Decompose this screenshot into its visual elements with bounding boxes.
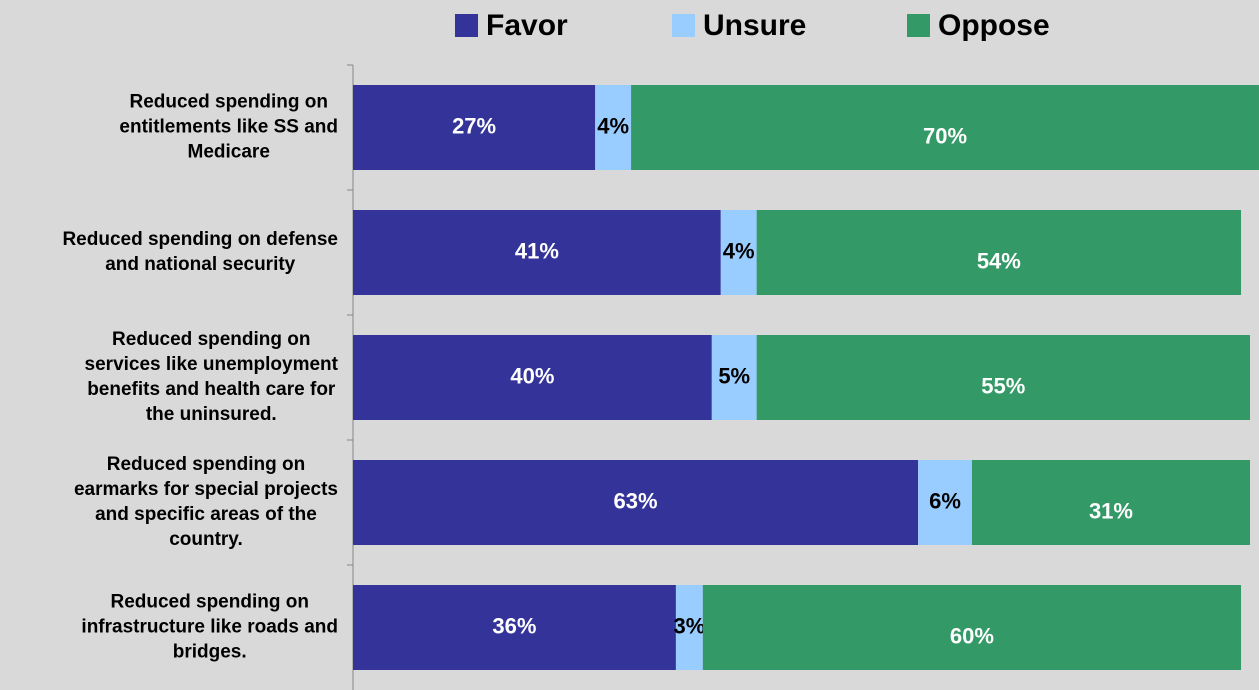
legend-label: Favor (486, 9, 568, 42)
category-label-line: entitlements like SS and (119, 117, 338, 138)
category-label: Reduced spending on infrastructure like r… (81, 592, 338, 663)
legend-swatch (455, 14, 478, 37)
bar-segment (353, 85, 596, 170)
value-label: 6% (929, 488, 961, 513)
category-label-line: and specific areas of the (95, 504, 317, 525)
bar-segment (756, 210, 1242, 295)
category-label-line: benefits and health care for (87, 379, 336, 400)
value-label: 60% (950, 623, 994, 648)
category-label-line: Reduced spending on (110, 592, 308, 613)
value-label: 5% (718, 363, 750, 388)
value-label: 54% (977, 248, 1021, 273)
category-label-line: Reduced spending on (112, 329, 310, 350)
bar-segment (720, 210, 757, 295)
bar-segment (756, 335, 1250, 420)
value-label: 3% (673, 613, 705, 638)
category-label-line: Reduced spending on defense (62, 229, 338, 250)
bar-segment (971, 460, 1250, 545)
value-label: 4% (597, 113, 629, 138)
value-label: 41% (515, 238, 559, 263)
value-label: 55% (981, 373, 1025, 398)
bar-segment (353, 210, 721, 295)
value-label: 27% (452, 113, 496, 138)
category-label-line: infrastructure like roads and (81, 617, 338, 638)
category-label-line: the uninsured. (146, 404, 277, 425)
value-label: 40% (510, 363, 554, 388)
category-label: Reduced spending on earmarks for special … (74, 454, 338, 550)
category-label-line: bridges. (173, 642, 247, 663)
category-label-line: Reduced spending on (129, 92, 327, 113)
category-label: Reduced spending on defense and national … (62, 229, 338, 275)
value-label: 70% (923, 123, 967, 148)
bar-segment (711, 335, 757, 420)
category-label: Reduced spending on entitlements like SS … (119, 92, 338, 163)
category-label: Reduced spending on services like unemplo… (85, 329, 339, 425)
bar-segment (595, 85, 632, 170)
legend-label: Unsure (703, 9, 806, 42)
category-label-line: country. (169, 529, 243, 550)
legend-label: Oppose (938, 9, 1050, 42)
value-label: 36% (492, 613, 536, 638)
value-label: 31% (1089, 498, 1133, 523)
legend-swatch (672, 14, 695, 37)
bar-segment (353, 585, 676, 670)
category-label-line: services like unemployment (85, 354, 339, 375)
category-label-line: Reduced spending on (107, 454, 305, 475)
bar-segment (353, 335, 712, 420)
category-label-line: and national security (105, 254, 295, 275)
bar-segment (353, 460, 919, 545)
value-label: 63% (614, 488, 658, 513)
value-label: 4% (723, 238, 755, 263)
legend-swatch (907, 14, 930, 37)
category-label-line: Medicare (188, 142, 270, 163)
bar-segment (631, 85, 1259, 170)
category-label-line: earmarks for special projects (74, 479, 338, 500)
bar-segment (675, 585, 703, 670)
bar-segment (702, 585, 1242, 670)
bar-segment (918, 460, 972, 545)
